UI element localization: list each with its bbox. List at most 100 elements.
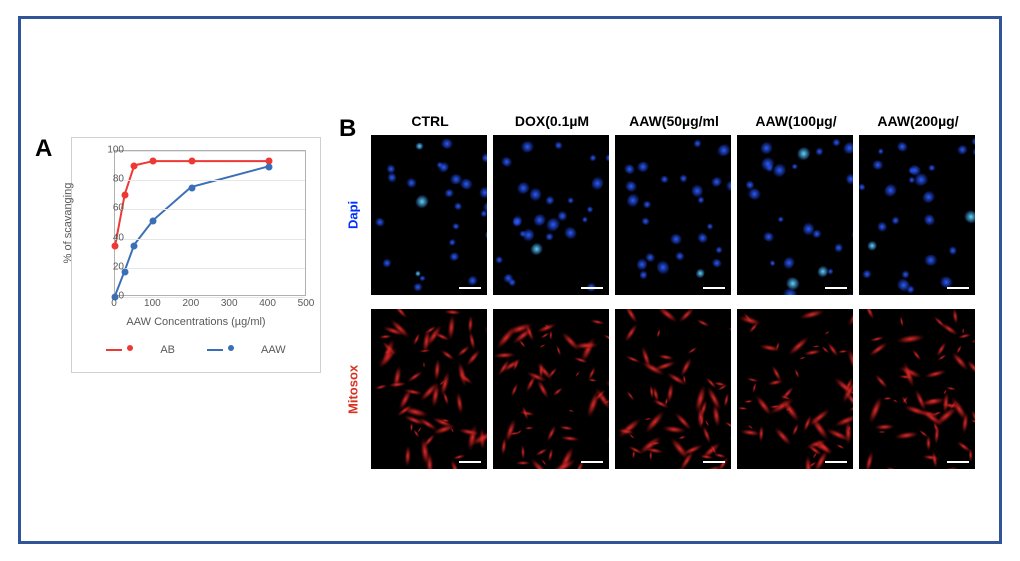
fluor-blob <box>758 294 769 295</box>
fluor-blob <box>812 345 820 349</box>
fluor-blob <box>539 344 546 349</box>
fluor-blob <box>641 293 658 295</box>
fluor-blob <box>603 334 609 342</box>
fluor-blob <box>804 349 822 357</box>
fluor-blob <box>510 383 520 398</box>
fluor-blob <box>581 215 588 223</box>
fluor-blob <box>946 386 956 391</box>
fluor-blob <box>741 429 760 437</box>
fluor-blob <box>455 392 464 414</box>
fluor-blob <box>824 331 830 336</box>
fluor-blob <box>899 316 904 327</box>
y-tick: 0 <box>96 291 124 302</box>
series-point <box>131 242 138 249</box>
micrograph-mitosox-ctrl <box>371 309 487 469</box>
fluor-blob <box>660 175 669 183</box>
fluor-blob <box>640 360 664 378</box>
fluor-blob <box>679 173 688 183</box>
fluor-blob <box>465 349 481 367</box>
column-header-ctrl: CTRL <box>371 113 489 129</box>
fluor-blob <box>516 461 530 465</box>
fluor-blob <box>918 429 928 438</box>
fluor-blob <box>605 426 609 443</box>
fluor-blob <box>931 451 938 467</box>
fluor-blob <box>446 315 455 340</box>
plot-area <box>114 150 306 296</box>
fluor-blob <box>773 425 793 446</box>
fluor-blob <box>948 245 957 256</box>
fluor-blob <box>922 212 938 229</box>
fluor-blob <box>882 181 900 200</box>
fluor-blob <box>562 225 579 242</box>
legend-item: AB <box>98 344 183 356</box>
fluor-blob <box>925 368 947 379</box>
row-label-dapi: Dapi <box>343 135 363 295</box>
fluor-blob <box>656 329 661 338</box>
fluor-blob <box>375 383 388 390</box>
fluor-blob <box>724 420 731 429</box>
fluor-blob <box>547 366 558 378</box>
fluor-blob <box>412 332 421 346</box>
micrograph-mitosox-a50 <box>615 309 731 469</box>
series-point <box>150 158 157 165</box>
fluor-blob <box>623 323 639 343</box>
fluor-blob <box>911 349 922 362</box>
fluor-blob <box>590 174 606 192</box>
fluor-blob <box>544 231 555 241</box>
fluor-blob <box>456 345 471 358</box>
fluor-blob <box>524 374 537 393</box>
legend-marker <box>127 345 133 351</box>
fluor-blob <box>423 362 425 368</box>
fluor-blob <box>794 368 801 378</box>
fluor-blob <box>646 446 663 454</box>
fluor-blob <box>706 223 713 231</box>
fluor-blob <box>728 327 731 335</box>
scale-bar <box>825 461 847 463</box>
fluor-blob <box>794 144 812 163</box>
fluor-blob <box>892 398 898 403</box>
fluor-blob <box>624 191 641 209</box>
fluor-blob <box>696 231 710 246</box>
fluor-blob <box>415 142 425 150</box>
gridline <box>115 151 305 152</box>
x-tick: 400 <box>259 298 276 309</box>
column-header-a50: AAW(50µg/ml <box>615 113 733 129</box>
scale-bar <box>459 461 481 463</box>
fluor-blob <box>628 445 643 456</box>
y-axis-label: % of scavanging <box>62 183 74 264</box>
chart-legend: ABAAW <box>72 344 320 356</box>
scale-bar <box>703 461 725 463</box>
fluor-blob <box>443 188 455 199</box>
fluor-blob <box>715 245 724 255</box>
fluor-blob <box>897 333 925 345</box>
fluor-blob <box>674 250 687 262</box>
panel-b-grid: CTRLDOX(0.1µMAAW(50µg/mlAAW(100µg/AAW(20… <box>371 135 987 495</box>
fluor-blob <box>747 377 759 383</box>
x-tick: 0 <box>111 298 117 309</box>
fluor-blob <box>522 227 535 243</box>
fluor-blob <box>800 309 825 321</box>
legend-swatch <box>106 349 122 351</box>
fluor-blob <box>603 153 609 163</box>
fluor-blob <box>955 344 963 354</box>
y-tick: 100 <box>96 145 124 156</box>
scale-bar <box>459 287 481 289</box>
fluor-blob <box>859 182 867 192</box>
row-label-mitosox: Mitosox <box>343 309 363 469</box>
fluor-blob <box>961 208 975 226</box>
fluor-blob <box>738 406 748 410</box>
fluor-blob <box>520 140 535 153</box>
fluor-blob <box>939 466 957 469</box>
scale-bar <box>581 461 603 463</box>
panel-a-chart: % of scavanging AAW Concentrations (µg/m… <box>71 137 321 373</box>
fluor-blob <box>919 188 937 206</box>
fluor-blob <box>484 229 487 240</box>
fluor-blob <box>481 152 487 164</box>
fluor-blob <box>568 409 574 413</box>
fluor-blob <box>677 309 694 324</box>
micrograph-dapi-a50 <box>615 135 731 295</box>
legend-marker <box>228 345 234 351</box>
fluor-blob <box>539 362 544 378</box>
fluor-blob <box>591 319 605 326</box>
fluor-blob <box>876 220 888 234</box>
